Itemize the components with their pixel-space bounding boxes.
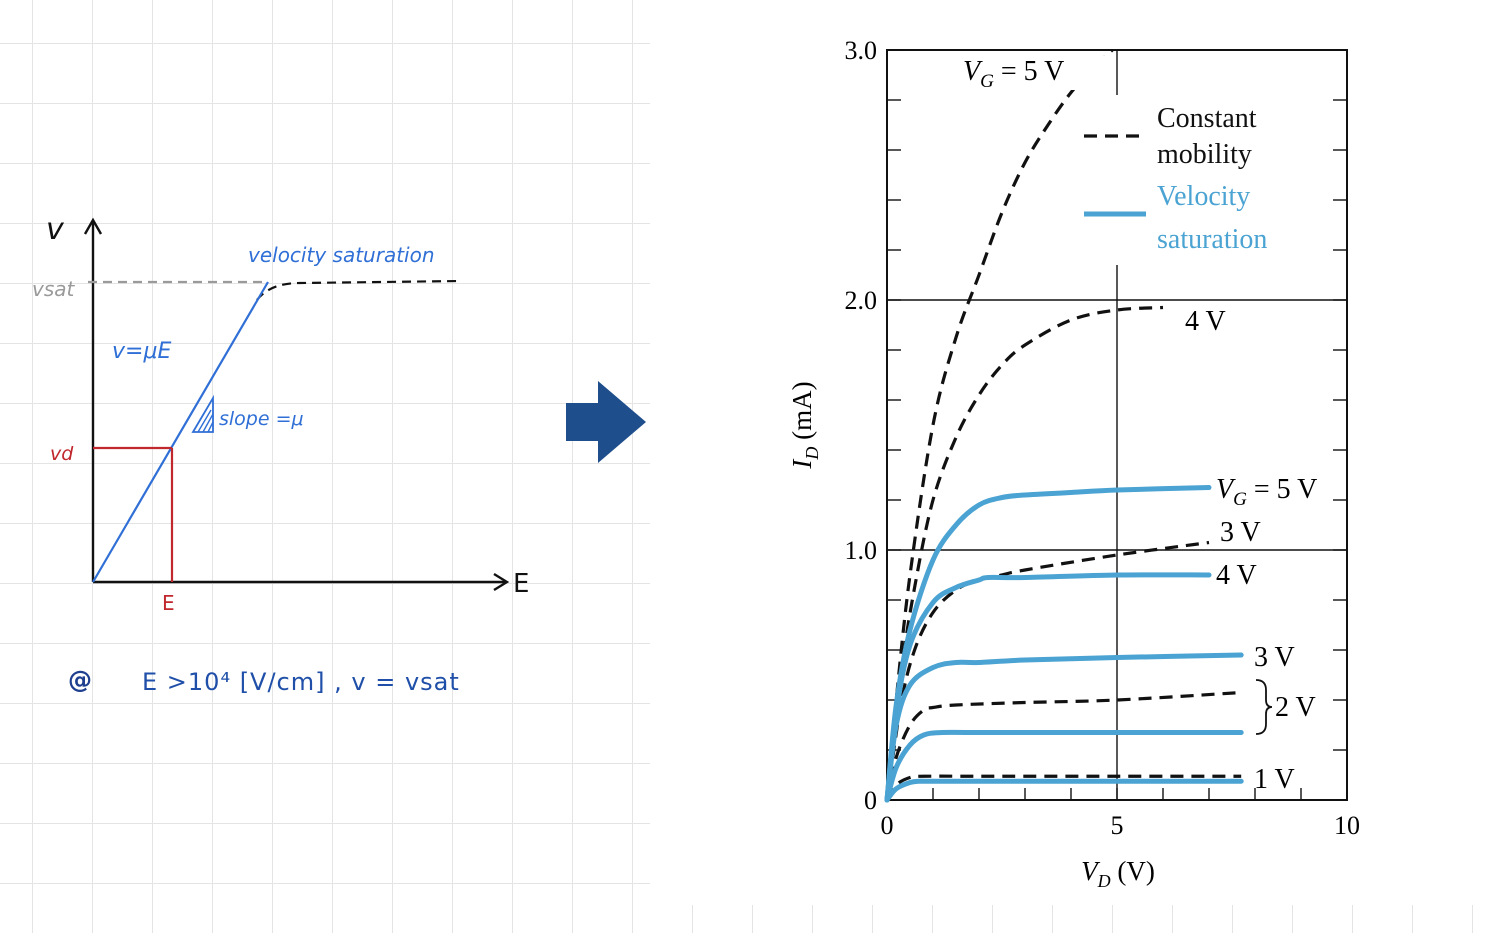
constant-mobility-curve xyxy=(885,305,1164,801)
legend-label: Constant xyxy=(1157,103,1257,134)
velocity-saturation-curve xyxy=(884,778,1244,803)
constant-mobility-curve xyxy=(885,690,1242,801)
y-tick-label: 3.0 xyxy=(845,36,878,65)
annotation-background xyxy=(957,56,1107,90)
curve-annotation: 4 V xyxy=(1185,306,1226,337)
y-tick-label: 0 xyxy=(864,786,877,815)
sketch-x-label: E xyxy=(513,569,529,599)
vsat-label: vsat xyxy=(32,277,76,301)
slope-triangle-icon xyxy=(191,394,214,433)
curve-annotation: 3 V xyxy=(1220,517,1261,548)
curve-annotation: 4 V xyxy=(1216,560,1257,591)
velocity-saturation-curve xyxy=(884,485,1212,803)
x-tick-label: 10 xyxy=(1334,811,1360,840)
constant-mobility-curve xyxy=(885,774,1242,801)
sketch-y-label: v xyxy=(46,212,65,247)
brace-icon xyxy=(1255,679,1273,735)
linear-velocity-line xyxy=(92,281,269,583)
note-bullet: @ xyxy=(68,666,92,694)
velocity-saturation-label: velocity saturation xyxy=(248,243,435,267)
constant-mobility-curve xyxy=(885,48,1114,801)
legend-label: Velocity xyxy=(1157,181,1250,212)
vd-label: vd xyxy=(50,443,74,465)
slope-label: slope =μ xyxy=(219,408,304,430)
v-axis-arrowhead-icon xyxy=(83,217,103,235)
e-tick-label: E xyxy=(162,591,175,615)
constant-mobility-curve xyxy=(885,540,1210,801)
curve-annotation: 1 V xyxy=(1254,764,1295,795)
curve-annotation: VG = 5 V xyxy=(963,56,1064,92)
legend-label: mobility xyxy=(1157,139,1252,170)
velocity-saturation-curve xyxy=(884,729,1244,803)
velocity-saturation-sketch: v E vsat vd E velocity saturation v=μE s… xyxy=(32,212,529,696)
y-tick-label: 2.0 xyxy=(845,286,878,315)
y-axis-label: ID (mA) xyxy=(787,381,822,469)
graph-paper-strip xyxy=(650,905,1486,933)
velocity-saturation-curve xyxy=(884,652,1244,803)
velocity-saturation-curve xyxy=(884,572,1212,803)
legend-background xyxy=(1076,95,1281,265)
curve-annotation: VG = 5 V xyxy=(1216,474,1317,510)
e-axis-arrowhead-icon xyxy=(493,572,510,592)
y-tick-label: 1.0 xyxy=(845,536,878,565)
legend-label: saturation xyxy=(1157,224,1267,255)
saturation-condition-note: E >10⁴ [V/cm] , v = vsat xyxy=(142,668,460,696)
graph-paper-background xyxy=(0,0,650,933)
x-tick-label: 5 xyxy=(1111,811,1124,840)
x-tick-label: 0 xyxy=(881,811,894,840)
x-axis-label: VD (V) xyxy=(1081,856,1155,891)
curve-annotation: 2 V xyxy=(1275,692,1316,723)
curve-annotation: 3 V xyxy=(1254,642,1295,673)
mobility-equation: v=μE xyxy=(112,339,171,364)
